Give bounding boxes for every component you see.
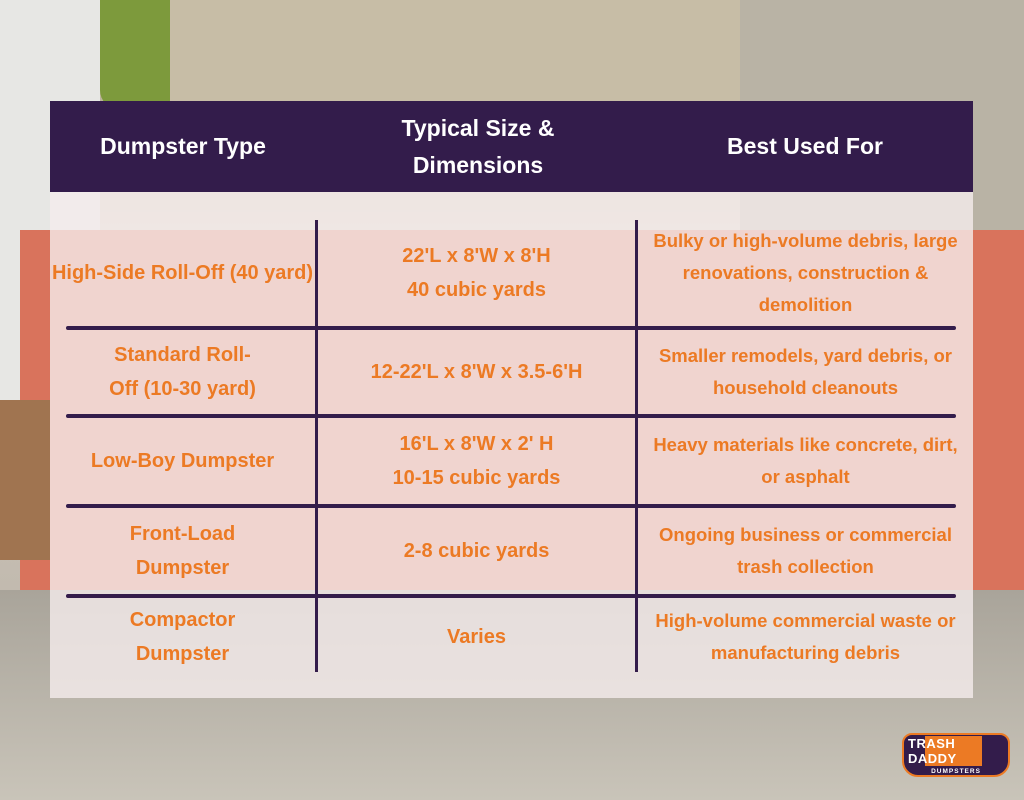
column-divider — [635, 220, 638, 672]
background-dirt — [0, 400, 50, 560]
header-size: Typical Size & Dimensions — [401, 114, 555, 178]
cell-type: Low-Boy Dumpster — [90, 450, 275, 472]
row-divider — [66, 326, 956, 330]
header-dumpster-type: Dumpster Type — [100, 133, 266, 159]
cell-size: 12-22'L x 8'W x 3.5-6'H — [370, 361, 583, 383]
table-body: High-Side Roll-Off (40 yard) 22'L x 8'W … — [50, 192, 973, 698]
cell-size: 16'L x 8'W x 2' H 10-15 cubic yards — [392, 433, 561, 489]
row-divider — [66, 504, 956, 508]
trash-daddy-logo: TRASH DADDY DUMPSTERS — [902, 733, 1010, 777]
cell-size: 22'L x 8'W x 8'H 40 cubic yards — [402, 245, 551, 301]
row-divider — [66, 594, 956, 598]
cell-size: Varies — [447, 626, 506, 648]
header-best-used-for: Best Used For — [727, 133, 883, 159]
logo-subtitle: DUMPSTERS — [931, 767, 981, 775]
table-row: Front-Load Dumpster 2-8 cubic yards Ongo… — [50, 508, 973, 594]
table-row: Low-Boy Dumpster 16'L x 8'W x 2' H 10-15… — [50, 418, 973, 504]
table-row: High-Side Roll-Off (40 yard) 22'L x 8'W … — [50, 220, 973, 326]
cell-use: High-volume commercial waste or manufact… — [655, 610, 956, 663]
cell-use: Heavy materials like concrete, dirt, or … — [653, 434, 958, 487]
cell-type: High-Side Roll-Off (40 yard) — [51, 262, 314, 284]
table-header: Dumpster Type Typical Size & Dimensions … — [50, 101, 973, 192]
cell-use: Smaller remodels, yard debris, or househ… — [658, 345, 953, 398]
logo-brand: TRASH DADDY — [904, 735, 1008, 766]
cell-type: Front-Load Dumpster — [129, 523, 236, 579]
row-divider — [66, 414, 956, 418]
cell-size: 2-8 cubic yards — [403, 540, 550, 562]
cell-use: Bulky or high-volume debris, large renov… — [653, 230, 958, 315]
column-divider — [315, 220, 318, 672]
dumpster-comparison-table: Dumpster Type Typical Size & Dimensions … — [50, 101, 973, 698]
table-row: Compactor Dumpster Varies High-volume co… — [50, 598, 973, 676]
cell-use: Ongoing business or commercial trash col… — [659, 524, 952, 577]
cell-type: Compactor Dumpster — [129, 609, 236, 665]
table-row: Standard Roll-Off (10-30 yard) 12-22'L x… — [50, 330, 973, 414]
background-house — [170, 0, 750, 110]
cell-type: Standard Roll-Off (10-30 yard) — [109, 344, 256, 400]
